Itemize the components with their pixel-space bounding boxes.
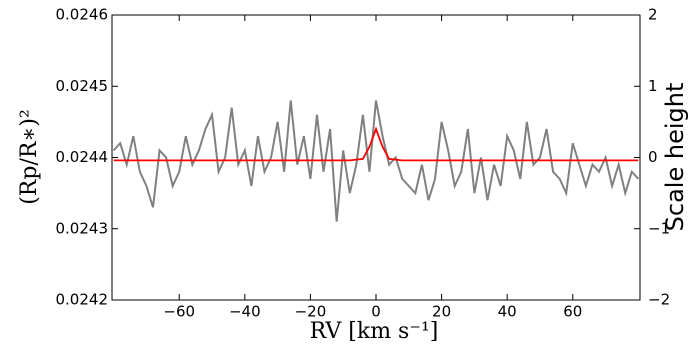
x-tick-label: 40	[498, 303, 517, 321]
y2-tick-label: 0	[648, 148, 658, 166]
x-tick-label: 20	[432, 303, 451, 321]
y2-tick-label: −2	[648, 291, 670, 309]
y-tick-label: 0.0242	[56, 291, 109, 309]
y-axis-label: (Rp/R∗)²	[17, 109, 42, 205]
x-tick-label: 0	[371, 303, 381, 321]
series-line	[113, 126, 639, 162]
y-tick-label: 0.0244	[56, 148, 109, 166]
x-tick-label: −60	[163, 303, 195, 321]
y-tick-label: 0.0246	[56, 6, 109, 24]
x-tick-label: −20	[295, 303, 327, 321]
y2-axis-label: Scale height	[661, 83, 689, 232]
y-tick-label: 0.0245	[56, 77, 109, 95]
x-axis-label: RV [km s⁻¹]	[310, 319, 439, 344]
y2-tick-label: 2	[648, 6, 658, 24]
series-line	[112, 100, 640, 222]
x-tick-label: 60	[563, 303, 582, 321]
y-tick-label: 0.0243	[56, 219, 109, 237]
y2-tick-label: −1	[648, 219, 670, 237]
y2-tick-label: 1	[648, 77, 658, 95]
x-tick-label: −40	[229, 303, 261, 321]
